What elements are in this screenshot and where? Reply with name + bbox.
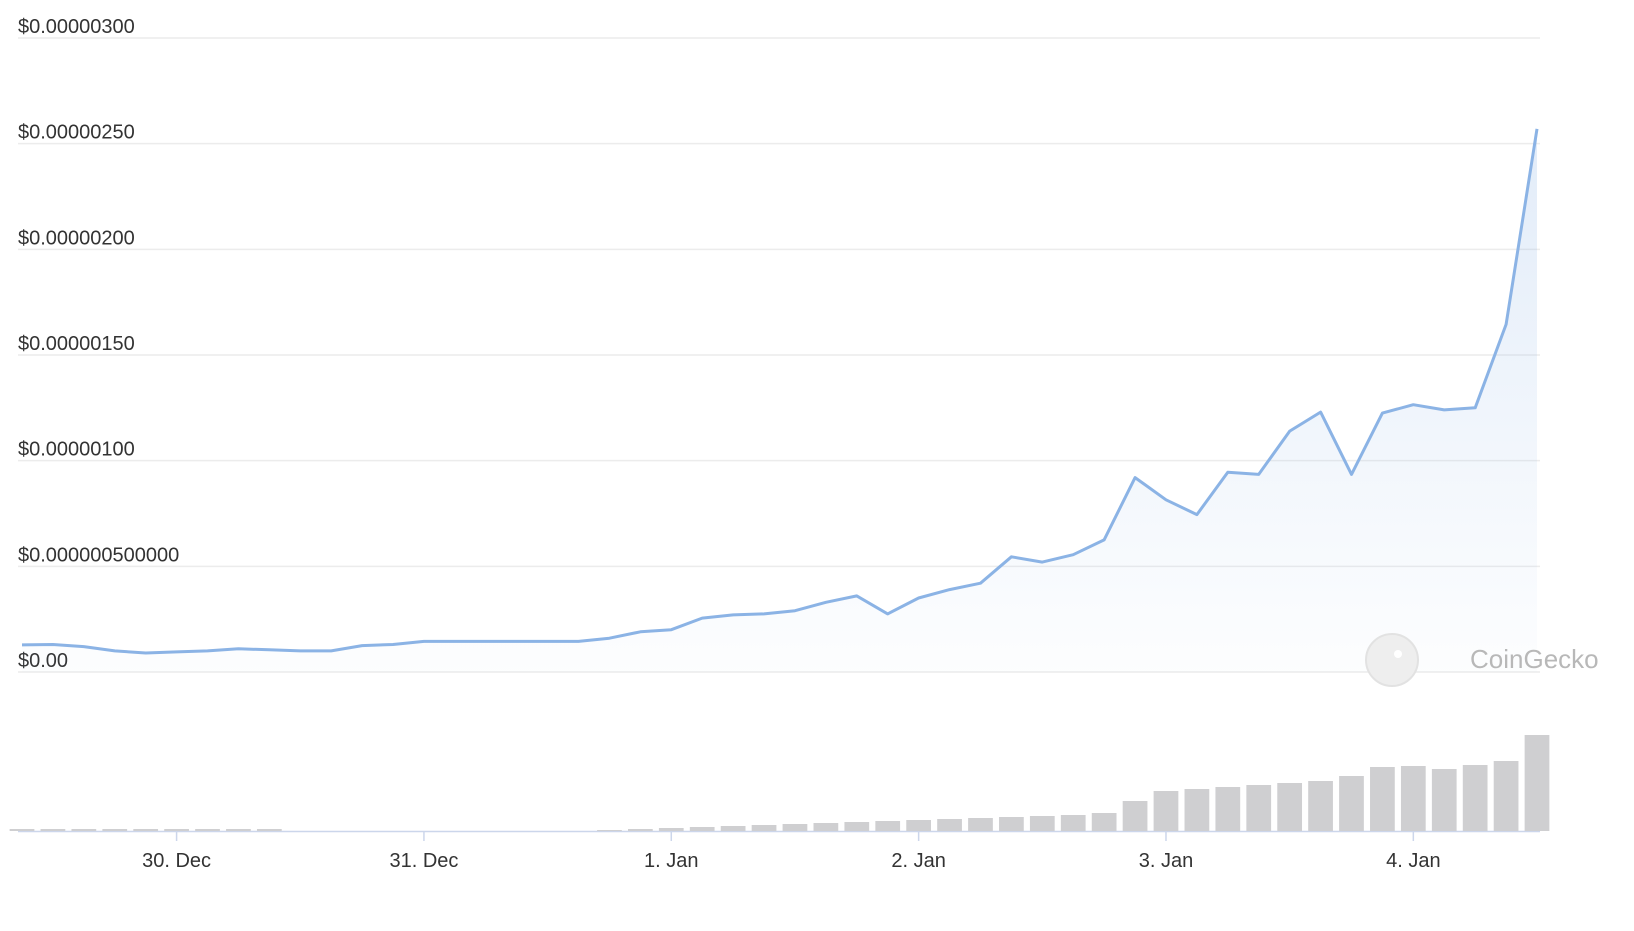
volume-bar — [71, 829, 97, 831]
volume-bar — [968, 818, 993, 831]
y-tick-label: $0.00000300 — [18, 16, 135, 38]
watermark-text: CoinGecko — [1470, 644, 1599, 674]
logo-eye — [1394, 650, 1402, 658]
volume-bar — [1524, 735, 1550, 831]
x-tick-label: 1. Jan — [644, 850, 698, 872]
volume-bar — [782, 824, 808, 831]
volume-bar — [937, 819, 962, 831]
volume-bar — [133, 829, 159, 831]
volume-bar — [1308, 781, 1333, 831]
volume-bar — [1370, 767, 1395, 831]
volume-bar — [628, 829, 653, 831]
volume-bar — [689, 827, 715, 831]
volume-bar — [1153, 791, 1179, 831]
watermark: CoinGecko — [1365, 633, 1599, 687]
volume-bar — [1029, 816, 1055, 831]
y-tick-label: $0.00000250 — [18, 122, 135, 144]
volume-bar — [1277, 783, 1303, 831]
volume-bar — [195, 829, 220, 831]
x-tick-label: 31. Dec — [389, 850, 458, 872]
volume-bar — [844, 822, 870, 831]
volume-bar — [1493, 761, 1519, 831]
x-tick-label: 3. Jan — [1139, 850, 1193, 872]
volume-bar — [1060, 815, 1086, 831]
plot: $0.00$0.000000500000$0.00000100$0.000001… — [9, 16, 1550, 872]
x-tick-label: 4. Jan — [1386, 850, 1440, 872]
volume-bar — [999, 817, 1024, 831]
volume-bar — [1215, 787, 1241, 831]
logo — [1365, 633, 1419, 687]
volume-bar — [813, 823, 839, 831]
area — [22, 128, 1537, 672]
volume-bar — [1400, 766, 1426, 831]
price-line — [21, 128, 1539, 655]
volume-bar — [875, 821, 901, 831]
x-tick-label: 2. Jan — [891, 850, 945, 872]
volume-bar — [9, 829, 35, 831]
volume-bar — [1091, 813, 1117, 831]
volume-bar — [1339, 776, 1364, 831]
volume-bar — [40, 829, 66, 831]
volume-bar — [1462, 765, 1488, 831]
volume-bar — [226, 829, 251, 831]
y-tick-label: $0.00000150 — [18, 333, 135, 355]
volume-bar — [1184, 789, 1210, 831]
volume-bar — [597, 830, 622, 831]
volume-bar — [256, 829, 282, 831]
y-tick-label: $0.00000200 — [18, 227, 135, 249]
volume-bar — [720, 826, 746, 831]
volume-bar — [164, 829, 189, 831]
volume-bar — [1122, 801, 1148, 831]
y-tick-label: $0.00000100 — [18, 439, 135, 461]
x-tick-label: 30. Dec — [142, 850, 211, 872]
volume-bar — [906, 820, 931, 831]
volume-bar — [1246, 785, 1272, 831]
volume-bar — [102, 829, 128, 831]
volume-bar — [1431, 769, 1457, 831]
volume-bar — [658, 828, 684, 831]
volume-bar — [751, 825, 777, 831]
y-tick-label: $0.000000500000 — [18, 544, 179, 566]
